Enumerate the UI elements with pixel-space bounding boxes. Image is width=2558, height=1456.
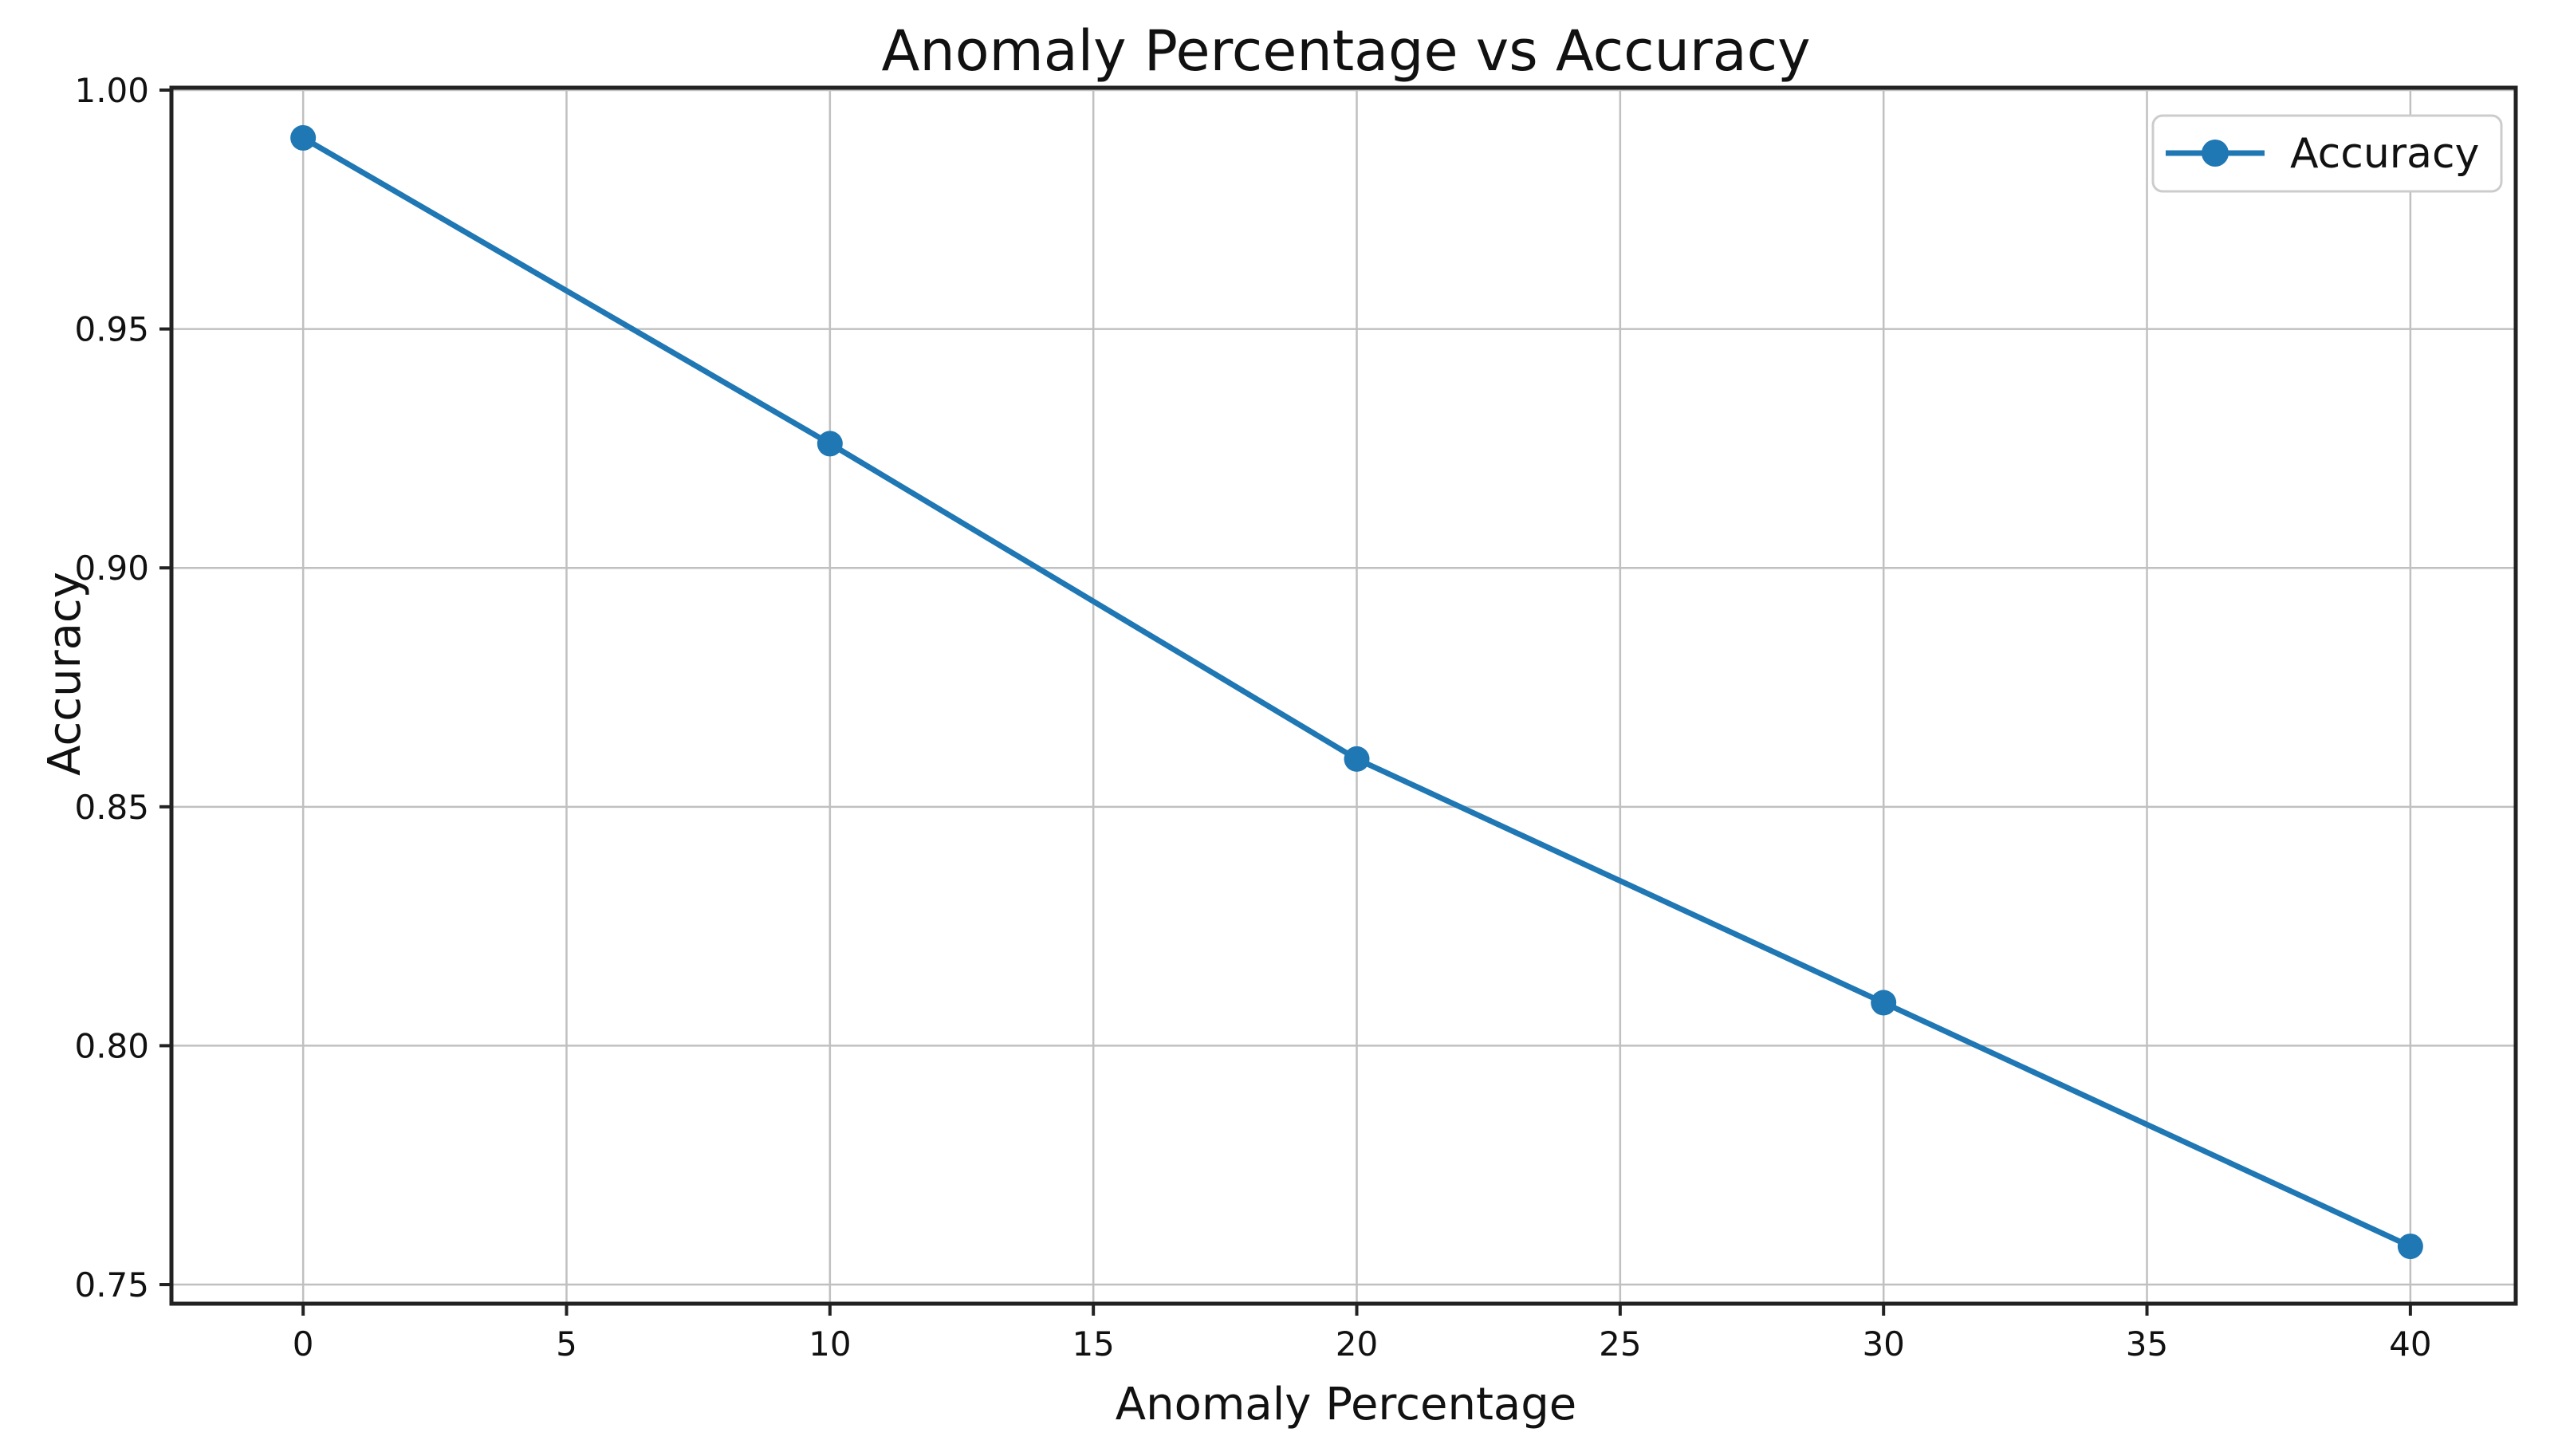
x-tick-label: 5 bbox=[556, 1324, 577, 1364]
x-tick-label: 10 bbox=[809, 1324, 851, 1364]
x-tick-label: 25 bbox=[1599, 1324, 1641, 1364]
chart-title: Anomaly Percentage vs Accuracy bbox=[881, 18, 1810, 84]
data-series bbox=[290, 124, 2423, 1260]
legend: Accuracy bbox=[2151, 114, 2503, 193]
legend-box bbox=[2151, 114, 2503, 193]
y-tick-label: 0.95 bbox=[74, 310, 149, 349]
data-point bbox=[1871, 990, 1897, 1016]
x-tick-label: 20 bbox=[1336, 1324, 1378, 1364]
data-point bbox=[290, 124, 317, 151]
y-tick-label: 0.90 bbox=[74, 549, 149, 588]
axis-tick-labels: 0 5 10 15 20 25 30 35 40 0.75 0.80 0.85 0.90 0.95 1.00 bbox=[74, 71, 2431, 1364]
y-tick-label: 0.80 bbox=[74, 1026, 149, 1065]
grid-lines bbox=[171, 88, 2516, 1304]
y-axis-label: Accuracy bbox=[39, 572, 91, 776]
x-tick-label: 0 bbox=[293, 1324, 314, 1364]
x-tick-label: 30 bbox=[1862, 1324, 1904, 1364]
x-tick-label: 15 bbox=[1072, 1324, 1114, 1364]
data-point bbox=[817, 431, 843, 457]
x-tick-label: 40 bbox=[2389, 1324, 2431, 1364]
data-point bbox=[2397, 1234, 2423, 1260]
y-tick-label: 0.75 bbox=[74, 1265, 149, 1304]
legend-label-accuracy: Accuracy bbox=[2290, 130, 2479, 178]
x-axis-label: Anomaly Percentage bbox=[1116, 1379, 1576, 1430]
x-tick-label: 35 bbox=[2126, 1324, 2168, 1364]
y-tick-label: 0.85 bbox=[74, 788, 149, 827]
axis-ticks bbox=[159, 88, 2412, 1316]
data-point bbox=[1344, 746, 1370, 772]
legend-sample-marker bbox=[2202, 140, 2229, 167]
plot-area-border bbox=[169, 85, 2518, 1306]
y-tick-label: 1.00 bbox=[74, 71, 149, 110]
